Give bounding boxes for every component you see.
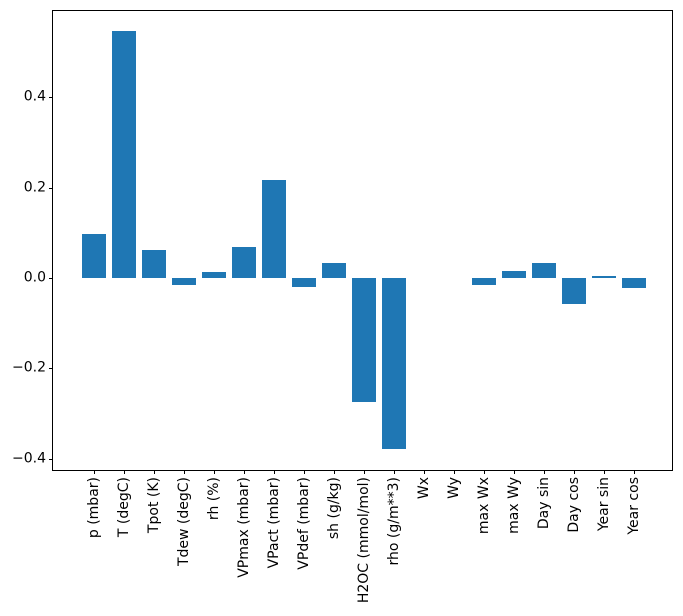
bar-vpact-mbar — [261, 179, 287, 278]
bar-p-mbar — [81, 233, 107, 278]
x-tick-label: T (degC) — [115, 477, 132, 538]
x-tick-label: VPact (mbar) — [265, 477, 282, 569]
x-tick-mark — [633, 470, 635, 474]
x-tick-mark — [153, 470, 155, 474]
x-tick-label: VPmax (mbar) — [235, 477, 252, 578]
y-tick-label: 0.2 — [23, 179, 46, 196]
bar-tpot-k — [141, 249, 167, 278]
bar-vpmax-mbar — [231, 247, 257, 278]
x-tick-label: Wy — [445, 477, 462, 499]
y-tick-mark — [49, 458, 53, 460]
y-tick-mark — [49, 368, 53, 370]
x-tick-mark — [333, 470, 335, 474]
y-tick-label: −0.4 — [12, 450, 46, 467]
x-tick-label: Year sin — [595, 477, 612, 532]
x-tick-label: H2OC (mmol/mol) — [355, 477, 372, 604]
x-tick-label: rh (%) — [205, 477, 222, 521]
x-tick-label: max Wy — [505, 477, 522, 534]
y-tick-mark — [49, 97, 53, 99]
x-tick-mark — [603, 470, 605, 474]
x-tick-mark — [393, 470, 395, 474]
x-tick-label: Tpot (K) — [145, 477, 162, 534]
bar-max-wy — [501, 271, 527, 278]
x-tick-mark — [93, 470, 95, 474]
x-tick-mark — [363, 470, 365, 474]
y-tick-mark — [49, 277, 53, 279]
bar-day-sin — [531, 262, 557, 278]
x-tick-label: Tdew (degC) — [175, 477, 192, 567]
bar-max-wx — [471, 277, 497, 286]
x-tick-mark — [483, 470, 485, 474]
x-tick-label: Year cos — [625, 477, 642, 535]
y-tick-mark — [49, 187, 53, 189]
bar-vpdef-mbar — [291, 277, 317, 288]
x-tick-label: VPdef (mbar) — [295, 477, 312, 570]
x-tick-mark — [573, 470, 575, 474]
x-tick-label: max Wx — [475, 477, 492, 535]
plot-area: 0.4 0.2 0.0 −0.2 −0.4 p (mbar) T (degC) Tpot (… — [12, 10, 673, 603]
x-tick-mark — [213, 470, 215, 474]
bar-rh — [201, 272, 227, 278]
x-tick-label: sh (g/kg) — [325, 477, 342, 540]
x-tick-mark — [303, 470, 305, 474]
x-tick-label: p (mbar) — [85, 477, 102, 539]
x-tick-label: Day sin — [535, 477, 552, 530]
x-tick-mark — [183, 470, 185, 474]
x-tick-mark — [123, 470, 125, 474]
x-tick-label: rho (g/m**3) — [385, 477, 402, 566]
bar-day-cos — [561, 277, 587, 304]
y-tick-label: 0.0 — [23, 269, 46, 286]
y-tick-label: −0.2 — [12, 359, 46, 376]
bar-t-degc — [111, 30, 137, 278]
bar-h2oc-mmol-mol — [351, 277, 377, 402]
x-tick-mark — [543, 470, 545, 474]
bar-rho-g-m-3 — [381, 277, 407, 450]
bar-sh-g-kg — [321, 263, 347, 278]
x-tick-mark — [423, 470, 425, 474]
x-tick-mark — [243, 470, 245, 474]
y-tick-label: 0.4 — [23, 89, 46, 106]
x-tick-mark — [273, 470, 275, 474]
bar-tdew-degc — [171, 277, 197, 285]
x-tick-mark — [453, 470, 455, 474]
x-tick-label: Day cos — [565, 477, 582, 533]
bar-year-cos — [621, 277, 647, 288]
x-tick-mark — [513, 470, 515, 474]
x-tick-label: Wx — [415, 477, 432, 500]
bar-year-sin — [591, 276, 617, 278]
